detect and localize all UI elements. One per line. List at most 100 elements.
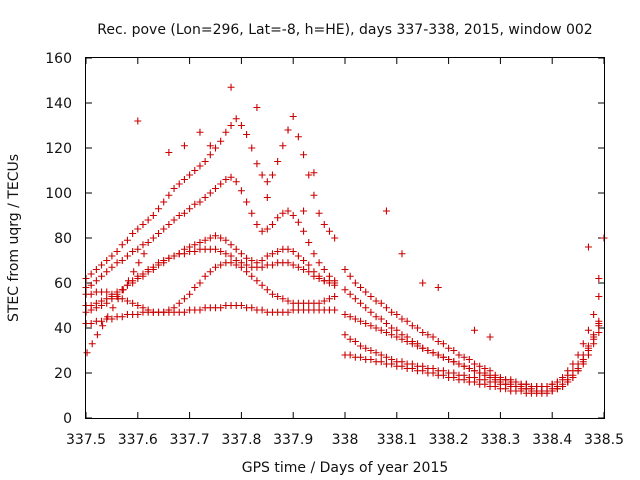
y-tick-label: 120: [45, 141, 72, 157]
data-point: [300, 266, 308, 273]
data-point: [129, 230, 137, 237]
data-point: [180, 295, 188, 303]
data-point: [584, 243, 592, 251]
data-point: [294, 218, 302, 226]
data-point: [289, 212, 297, 219]
data-point: [87, 281, 95, 289]
data-point: [123, 281, 131, 289]
data-point: [377, 299, 385, 307]
data-point: [325, 227, 333, 235]
data-point: [118, 257, 126, 264]
data-point: [103, 257, 111, 264]
data-point: [393, 333, 401, 341]
data-point: [186, 290, 194, 298]
data-point: [357, 317, 365, 325]
x-tick-label: 338.3: [480, 432, 520, 448]
data-point: [248, 272, 256, 280]
data-point: [263, 286, 271, 294]
data-point: [460, 376, 468, 384]
data-point: [191, 284, 199, 291]
x-tick-label: 337.9: [273, 432, 313, 448]
x-tick-label: 338.5: [584, 432, 624, 448]
data-point: [113, 248, 121, 255]
data-point: [471, 360, 478, 368]
data-point: [123, 236, 131, 244]
data-point: [486, 374, 494, 381]
data-point: [118, 313, 126, 321]
data-point: [403, 338, 411, 345]
data-point: [382, 320, 390, 327]
x-tick-label: 338.4: [532, 432, 572, 448]
data-point: [341, 266, 349, 273]
data-point: [367, 293, 375, 300]
data-point: [258, 257, 266, 264]
data-point: [212, 263, 219, 271]
data-point: [149, 234, 157, 242]
data-point: [595, 275, 603, 282]
x-tick-label: 338.1: [377, 432, 417, 448]
data-point: [439, 371, 447, 379]
data-point: [237, 263, 245, 271]
data-point: [248, 209, 256, 217]
data-point: [108, 315, 116, 323]
data-point: [553, 385, 561, 393]
data-point: [445, 344, 453, 352]
data-point: [243, 261, 251, 269]
data-point: [263, 252, 271, 260]
data-point: [398, 335, 406, 343]
data-point: [382, 329, 390, 336]
data-point: [398, 250, 406, 258]
data-point: [98, 261, 106, 269]
data-point: [130, 268, 138, 276]
data-point: [377, 326, 385, 334]
data-point: [434, 351, 442, 359]
data-point: [315, 209, 323, 217]
data-point: [274, 214, 282, 222]
data-point: [274, 293, 282, 300]
data-point: [237, 250, 245, 258]
data-point: [123, 252, 131, 260]
data-point: [465, 365, 473, 372]
data-point: [268, 221, 276, 228]
data-point: [424, 347, 432, 354]
data-point: [419, 329, 427, 336]
data-point: [455, 351, 463, 359]
data-point: [124, 277, 132, 285]
data-point: [450, 358, 458, 366]
data-point: [196, 198, 204, 206]
data-point: [491, 383, 499, 390]
data-point: [362, 320, 370, 327]
y-tick-label: 100: [45, 186, 72, 202]
data-point: [289, 113, 297, 120]
data-point: [253, 221, 261, 228]
data-point: [357, 284, 365, 291]
data-point: [134, 272, 142, 280]
data-point: [263, 178, 271, 186]
data-point: [217, 234, 225, 242]
data-point: [315, 275, 323, 282]
data-point: [445, 356, 453, 363]
data-point: [310, 272, 318, 280]
data-point: [517, 387, 525, 395]
data-point: [212, 185, 219, 192]
data-point: [465, 356, 473, 363]
data-point: [460, 362, 468, 370]
data-point: [300, 207, 308, 215]
data-point: [300, 151, 308, 159]
data-point: [429, 369, 437, 377]
data-point: [346, 313, 354, 321]
data-point: [388, 308, 396, 316]
data-point: [331, 306, 339, 314]
data-point: [237, 122, 245, 129]
data-point: [590, 311, 598, 318]
data-point: [108, 252, 116, 260]
data-point: [351, 295, 359, 303]
data-point: [595, 322, 603, 330]
data-point: [367, 308, 375, 316]
data-point: [258, 263, 266, 271]
data-point: [243, 254, 251, 262]
y-tick-label: 140: [45, 96, 72, 112]
data-point: [170, 216, 178, 224]
data-point: [393, 326, 401, 334]
data-point: [232, 178, 240, 186]
